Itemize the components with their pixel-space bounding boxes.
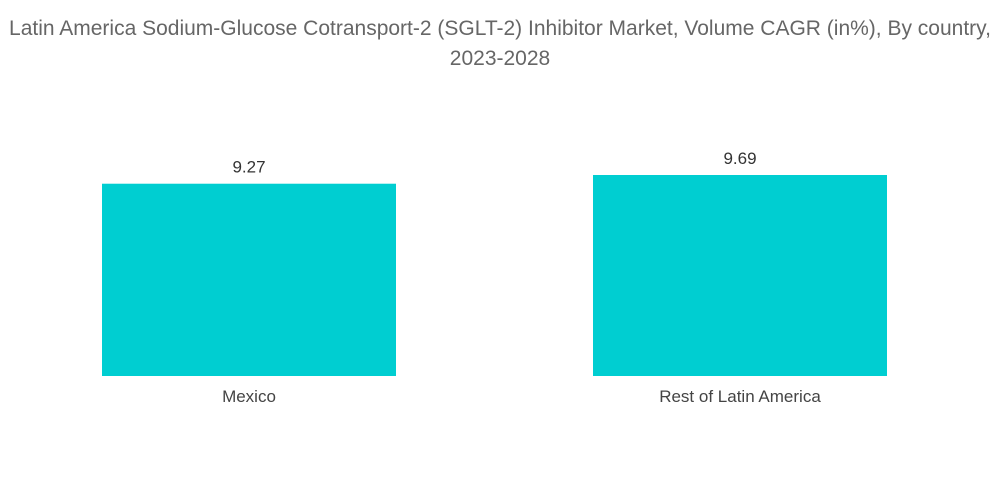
category-label: Rest of Latin America bbox=[659, 387, 821, 406]
category-label: Mexico bbox=[222, 387, 276, 406]
chart-title: Latin America Sodium-Glucose Cotransport… bbox=[9, 17, 991, 70]
bar-mexico bbox=[102, 183, 396, 376]
data-label: 9.69 bbox=[723, 149, 756, 168]
data-label: 9.27 bbox=[232, 158, 265, 177]
bar-rest-of-latin-america bbox=[593, 175, 887, 376]
